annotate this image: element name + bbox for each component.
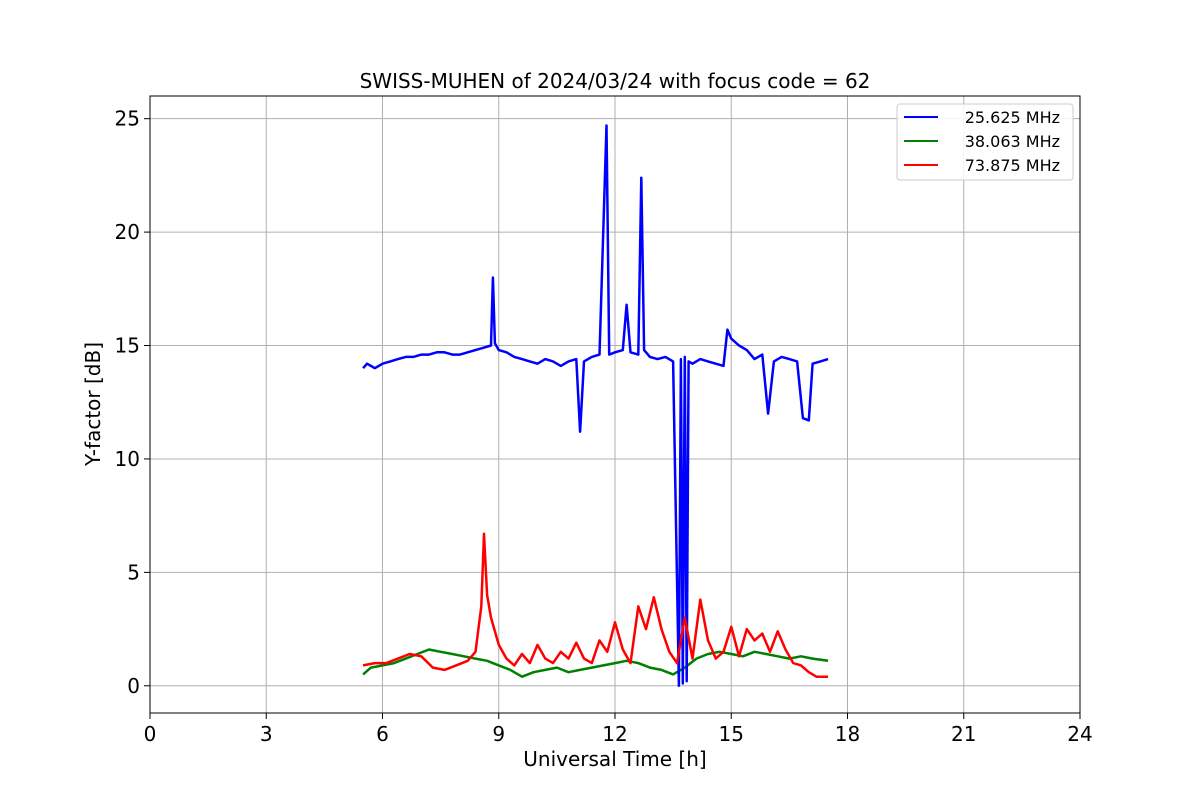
y-tick-label: 0 (127, 674, 140, 698)
x-tick-label: 18 (835, 722, 860, 746)
x-tick-label: 0 (144, 722, 157, 746)
x-tick-label: 12 (602, 722, 627, 746)
y-tick-label: 20 (115, 220, 140, 244)
y-tick-label: 25 (115, 107, 140, 131)
legend-label: 25.625 MHz (965, 108, 1060, 127)
y-tick-label: 15 (115, 334, 140, 358)
legend-label: 38.063 MHz (965, 132, 1060, 151)
x-tick-label: 21 (951, 722, 976, 746)
series-line-25-625-MHz (362, 124, 829, 688)
x-axis-label: Universal Time [h] (523, 747, 706, 771)
x-tick-label: 24 (1067, 722, 1092, 746)
y-tick-label: 5 (127, 560, 140, 584)
y-tick-label: 10 (115, 447, 140, 471)
series-line-73-875-MHz (362, 532, 829, 678)
series-line-38-063-MHz (362, 648, 829, 678)
legend-box (896, 103, 1074, 181)
legend: 25.625 MHz 38.063 MHz 73.875 MHz (896, 103, 1074, 181)
y-axis: 0 5 10 15 20 25 (115, 107, 150, 698)
series-layer (362, 124, 829, 688)
x-tick-label: 9 (492, 722, 505, 746)
x-tick-label: 3 (260, 722, 273, 746)
x-tick-label: 15 (719, 722, 744, 746)
x-tick-label: 6 (376, 722, 389, 746)
chart-title: SWISS-MUHEN of 2024/03/24 with focus cod… (360, 69, 871, 93)
legend-label: 73.875 MHz (965, 156, 1060, 175)
x-axis: 0 3 6 9 12 15 18 21 24 (144, 713, 1093, 746)
y-axis-label: Y-factor [dB] (81, 342, 105, 467)
